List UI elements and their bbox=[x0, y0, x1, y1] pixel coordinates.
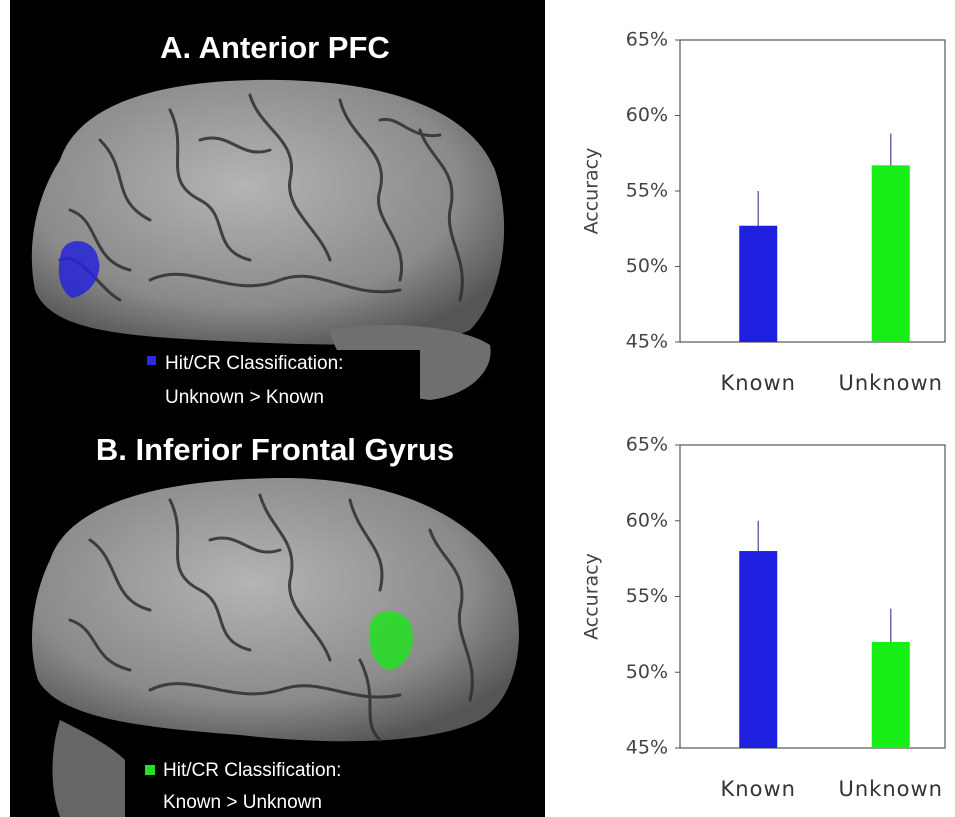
y-tick-label: 60% bbox=[626, 509, 668, 531]
y-tick-label: 45% bbox=[626, 737, 668, 759]
legend-label: Hit/CR Classification: bbox=[163, 760, 341, 781]
legend-label: Known > Unknown bbox=[163, 792, 322, 813]
y-tick-label: 55% bbox=[626, 585, 668, 607]
y-axis-label: Accuracy bbox=[581, 553, 603, 640]
y-tick-label: 50% bbox=[626, 255, 668, 277]
x-tick-label: Known bbox=[721, 777, 796, 801]
y-tick-label: 60% bbox=[626, 104, 668, 126]
legend-swatch bbox=[145, 765, 155, 775]
y-tick-label: 65% bbox=[626, 434, 668, 456]
x-tick-label: Known bbox=[721, 371, 796, 395]
panel-title: B. Inferior Frontal Gyrus bbox=[96, 432, 454, 467]
legend-box bbox=[125, 752, 400, 817]
y-axis-label: Accuracy bbox=[581, 148, 603, 235]
bar bbox=[739, 225, 778, 342]
x-tick-label: Unknown bbox=[839, 371, 943, 395]
x-tick-label: Unknown bbox=[839, 777, 943, 801]
bar bbox=[739, 551, 778, 748]
y-tick-label: 50% bbox=[626, 661, 668, 683]
legend-swatch bbox=[147, 356, 156, 365]
legend-label: Unknown > Known bbox=[165, 387, 324, 408]
bar bbox=[871, 165, 910, 342]
y-tick-label: 45% bbox=[626, 331, 668, 353]
brain-image bbox=[31, 79, 505, 400]
legend-box bbox=[140, 350, 420, 412]
bar bbox=[871, 641, 910, 748]
y-tick-label: 65% bbox=[626, 29, 668, 51]
panel-title: A. Anterior PFC bbox=[160, 30, 390, 65]
y-tick-label: 55% bbox=[626, 180, 668, 202]
legend-label: Hit/CR Classification: bbox=[165, 353, 343, 374]
